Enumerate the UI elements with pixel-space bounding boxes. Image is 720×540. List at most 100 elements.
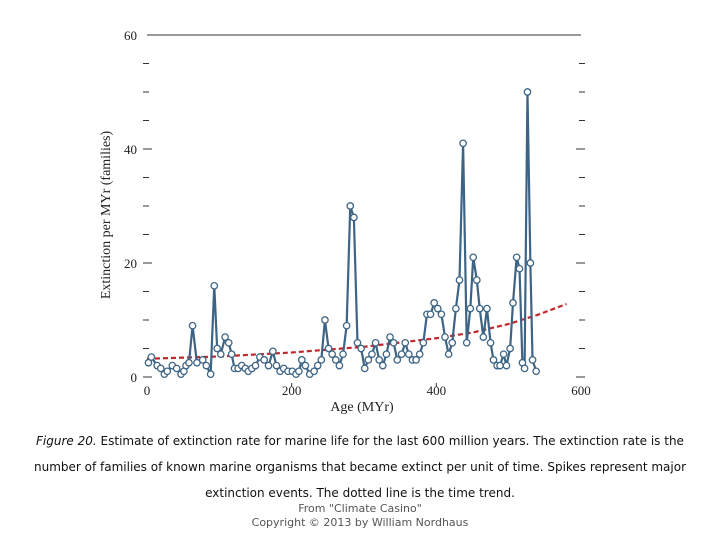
data-point: [317, 356, 326, 364]
data-point: [393, 356, 402, 364]
y-axis-label: Extinction per MYr (families): [99, 130, 114, 299]
data-point: [512, 253, 521, 262]
data-point: [459, 139, 467, 148]
data-point: [499, 350, 508, 359]
data-point: [386, 333, 394, 341]
data-point: [426, 310, 435, 319]
data-point: [353, 338, 362, 347]
data-point: [172, 364, 181, 373]
data-point: [462, 338, 471, 347]
y-tick-label: 40: [124, 142, 137, 157]
caption-line-3: extinction events. The dotted line is th…: [205, 486, 515, 500]
data-point: [357, 344, 365, 353]
data-point: [364, 356, 373, 364]
data-point: [227, 350, 236, 359]
data-point: [301, 361, 310, 370]
data-point: [472, 276, 481, 284]
data-point: [350, 213, 358, 222]
data-point: [479, 333, 488, 341]
y-tick-label: 60: [124, 28, 137, 43]
data-point: [382, 350, 391, 359]
data-point: [412, 356, 420, 364]
data-point: [321, 316, 329, 324]
x-tick-label: 0: [144, 383, 151, 398]
data-point: [251, 361, 260, 370]
data-point: [415, 350, 424, 359]
data-point: [269, 347, 277, 356]
data-point: [523, 88, 532, 96]
source-credit: From "Climate Casino": [298, 502, 422, 515]
data-point: [335, 361, 344, 370]
data-point: [455, 276, 464, 284]
figure-label: Figure 20.: [36, 434, 97, 448]
data-point: [433, 304, 442, 313]
data-point: [371, 338, 380, 347]
data-point: [469, 253, 478, 262]
data-point: [496, 361, 504, 370]
data-point: [404, 350, 413, 359]
data-point: [224, 338, 233, 347]
data-point: [163, 367, 172, 376]
caption-line-1: Figure 20. Estimate of extinction rate f…: [30, 428, 690, 454]
data-point: [483, 304, 491, 313]
data-point: [419, 338, 428, 347]
caption-text-1: Estimate of extinction rate for marine l…: [100, 434, 684, 448]
data-point: [342, 321, 351, 330]
data-point: [272, 361, 281, 370]
data-point: [213, 344, 222, 353]
data-point: [452, 304, 460, 313]
data-point: [378, 361, 387, 370]
data-point: [401, 338, 410, 347]
caption-line-2: number of families of known marine organ…: [33, 460, 687, 474]
x-tick-label: 400: [427, 383, 447, 398]
data-point: [502, 361, 511, 370]
data-point: [295, 367, 303, 376]
data-point: [486, 338, 495, 347]
trend-layer: [146, 303, 567, 360]
data-point: [202, 361, 211, 370]
data-point: [185, 358, 193, 367]
data-point: [156, 364, 165, 373]
data-point: [297, 356, 306, 364]
y-tick-label: 0: [131, 370, 138, 385]
data-point: [520, 364, 529, 373]
data-point: [147, 353, 156, 361]
data-point: [526, 259, 535, 267]
data-point: [441, 333, 449, 341]
x-tick-label: 600: [571, 383, 591, 398]
data-point: [328, 350, 337, 359]
data-point: [375, 356, 384, 364]
x-axis-label: Age (MYr): [330, 400, 394, 415]
data-point: [360, 364, 369, 373]
data-point: [313, 361, 322, 370]
data-point: [339, 350, 347, 359]
figure-caption: Figure 20. Estimate of extinction rate f…: [30, 428, 690, 506]
data-point: [515, 264, 524, 273]
data-point: [221, 333, 229, 341]
series-layer: [144, 88, 541, 378]
data-point: [389, 338, 398, 347]
data-point: [489, 356, 498, 364]
data-point: [506, 344, 514, 353]
data-point: [509, 299, 517, 307]
data-point: [264, 361, 273, 370]
data-point: [444, 350, 453, 359]
data-point: [437, 310, 446, 319]
data-point: [310, 367, 318, 376]
data-point: [368, 350, 376, 359]
credits: From "Climate Casino" Copyright © 2013 b…: [200, 502, 520, 530]
data-point: [475, 304, 484, 313]
data-point: [331, 356, 340, 364]
data-point: [430, 299, 439, 307]
data-point: [397, 350, 406, 359]
data-point: [466, 304, 475, 313]
data-point: [532, 367, 541, 376]
y-tick-label: 20: [124, 256, 137, 271]
data-point: [188, 321, 197, 330]
data-point: [324, 344, 333, 353]
trend-line: [146, 303, 567, 360]
copyright-credit: Copyright © 2013 by William Nordhaus: [251, 516, 469, 529]
data-point: [216, 350, 225, 359]
